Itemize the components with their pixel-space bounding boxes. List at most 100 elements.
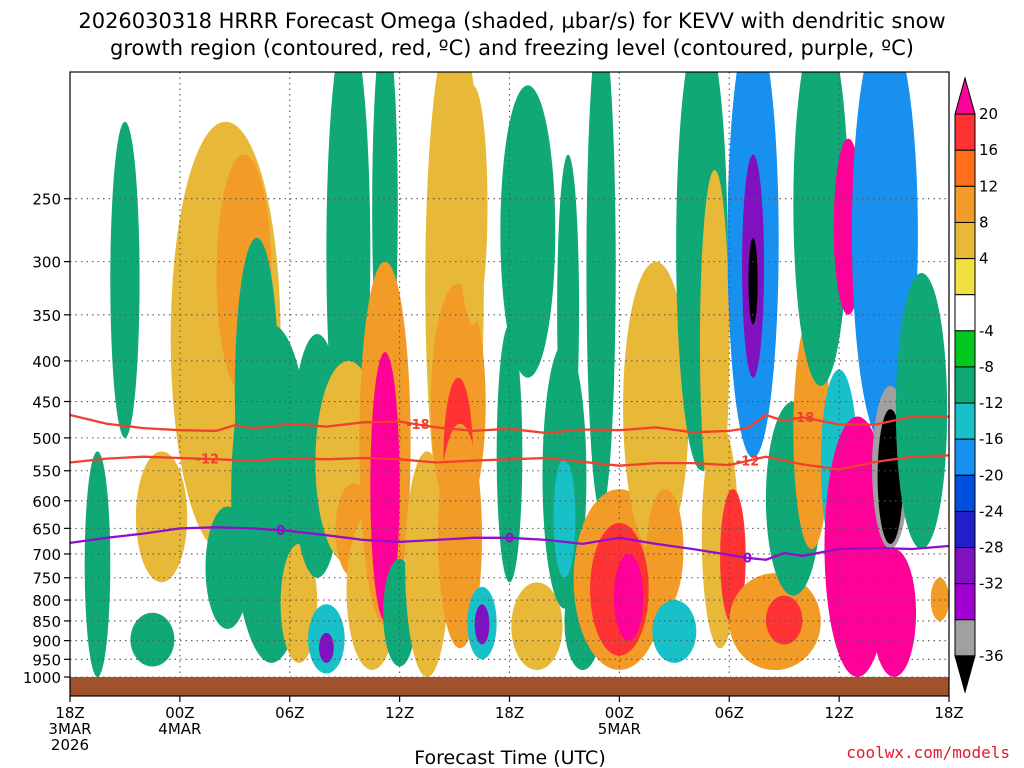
omega-cell-28 <box>474 604 490 645</box>
freezing-level-line <box>70 526 949 561</box>
y-tick-label-500: 500 <box>32 430 61 448</box>
y-tick-label-850: 850 <box>32 613 61 631</box>
x-tick-label-30-1: 5MAR <box>598 720 641 738</box>
colorbar-label-5: -4 <box>979 322 994 340</box>
y-axis: 250 300 350 400 450 500 550 600 650 700 750 800 850 9… <box>23 191 70 687</box>
freezing-level-label-1: 0 <box>505 531 514 546</box>
y-tick-label-450: 450 <box>32 394 61 412</box>
x-tick-label-42-0: 12Z <box>824 704 853 722</box>
omega-cell-31 <box>511 582 563 671</box>
source-credit: coolwx.com/models <box>846 743 1010 762</box>
colorbar-label-12: -32 <box>979 575 1004 593</box>
omega-cell-34 <box>557 154 580 465</box>
dgz-minus-12-label-0: -12 <box>196 452 220 467</box>
chart-title-line1: 2026030318 HRRR Forecast Omega (shaded, … <box>78 9 945 33</box>
colorbar-label-1: 16 <box>979 141 998 159</box>
y-tick-label-800: 800 <box>32 592 61 610</box>
freezing-level-label-0: 0 <box>276 524 285 539</box>
chart-title-line2: growth region (contoured, red, ºC) and f… <box>110 36 914 60</box>
colorbar-swatch-2 <box>954 149 976 187</box>
omega-cell-12 <box>319 632 334 663</box>
omega-cell-29 <box>496 324 523 583</box>
x-tick-label-18-0: 12Z <box>385 704 414 722</box>
omega-cell-36 <box>586 72 616 513</box>
y-tick-label-1000: 1000 <box>23 669 61 687</box>
x-axis-label: Forecast Time (UTC) <box>414 747 605 768</box>
colorbar-swatch-13 <box>954 547 976 585</box>
gridlines <box>70 72 949 696</box>
dgz-minus-18-line <box>70 413 949 435</box>
y-tick-label-300: 300 <box>32 254 61 272</box>
colorbar-swatch-6 <box>954 294 976 332</box>
omega-cell-3 <box>135 451 188 583</box>
contour-layer: -18 -18 -12 -12 0 0 0 <box>70 411 949 566</box>
omega-cell-21 <box>405 451 450 677</box>
colorbar-swatch-12 <box>954 510 976 549</box>
colorbar-label-13: -36 <box>979 647 1004 665</box>
omega-cell-46 <box>720 489 746 625</box>
x-tick-label-48-0: 18Z <box>934 704 963 722</box>
colorbar-label-8: -16 <box>979 430 1004 448</box>
colorbar-swatch-1 <box>954 113 976 151</box>
colorbar-label-9: -20 <box>979 466 1004 484</box>
colorbar-label-3: 8 <box>979 213 989 231</box>
omega-cell-30 <box>500 85 556 378</box>
colorbar-swatch-0 <box>954 76 976 115</box>
dgz-minus-12-label-1: -12 <box>736 454 760 469</box>
y-tick-label-900: 900 <box>32 633 61 651</box>
colorbar: 20 16 12 8 4 -4 -8 -12 -16 -20 -24 -28 -32 -36 <box>954 76 1004 694</box>
colorbar-swatch-9 <box>954 402 976 440</box>
colorbar-swatch-4 <box>954 221 976 260</box>
colorbar-swatch-10 <box>954 438 976 476</box>
x-tick-label-12-0: 06Z <box>275 704 304 722</box>
omega-cell-26 <box>458 85 488 325</box>
omega-cell-0 <box>84 451 111 677</box>
colorbar-swatch-3 <box>954 185 976 223</box>
x-tick-label-36-0: 06Z <box>715 704 744 722</box>
x-tick-label-0-1: 3MAR <box>48 720 91 738</box>
omega-cell-25 <box>438 423 483 649</box>
colorbar-label-10: -24 <box>979 502 1004 520</box>
colorbar-swatch-16 <box>954 655 976 694</box>
omega-cell-2 <box>130 612 175 667</box>
colorbar-label-7: -12 <box>979 394 1004 412</box>
omega-cell-51 <box>765 595 803 645</box>
colorbar-swatch-7 <box>954 330 976 368</box>
dgz-minus-12-line <box>70 454 949 471</box>
omega-cell-33 <box>553 457 576 578</box>
y-tick-label-950: 950 <box>32 651 61 669</box>
omega-cell-39 <box>613 553 644 641</box>
colorbar-label-2: 12 <box>979 177 998 195</box>
y-tick-label-750: 750 <box>32 570 61 588</box>
colorbar-label-0: 20 <box>979 105 998 123</box>
omega-cell-54 <box>793 72 849 386</box>
dgz-minus-18-label-1: -18 <box>791 411 815 426</box>
omega-cell-63 <box>930 577 949 621</box>
colorbar-swatch-5 <box>954 258 976 296</box>
x-tick-label-30-0: 00Z <box>605 704 634 722</box>
colorbar-swatch-8 <box>954 366 976 404</box>
x-tick-label-24-0: 18Z <box>495 704 524 722</box>
colorbar-swatch-14 <box>954 583 976 621</box>
freezing-level-label-2: 0 <box>743 551 752 566</box>
colorbar-label-11: -28 <box>979 539 1004 557</box>
x-tick-label-0-0: 18Z <box>55 704 84 722</box>
x-tick-label-6-1: 4MAR <box>158 720 201 738</box>
omega-cell-42 <box>652 600 697 663</box>
omega-shading-layer <box>84 72 949 677</box>
colorbar-swatch-11 <box>954 474 976 512</box>
colorbar-label-6: -8 <box>979 358 994 376</box>
y-tick-label-250: 250 <box>32 191 61 209</box>
omega-cell-40 <box>623 261 689 554</box>
x-tick-label-0-2: 2026 <box>51 736 89 754</box>
y-tick-label-650: 650 <box>32 520 61 538</box>
omega-cell-61 <box>872 548 917 677</box>
omega-cell-1 <box>110 121 140 438</box>
colorbar-swatch-15 <box>954 619 976 657</box>
omega-cell-19 <box>370 352 400 621</box>
ground-surface <box>70 677 949 696</box>
x-tick-label-6-0: 00Z <box>165 704 194 722</box>
y-tick-label-350: 350 <box>32 307 61 325</box>
